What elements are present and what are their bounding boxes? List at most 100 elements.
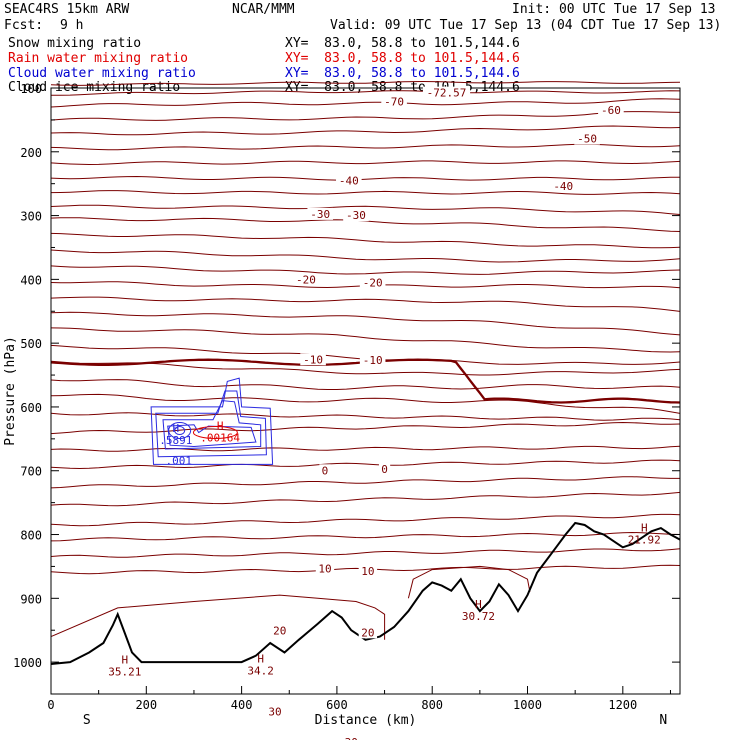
forecast-label: Fcst:: [4, 18, 44, 33]
x-tick-label: 800: [421, 698, 443, 712]
isotherm-label-bg: [422, 86, 471, 99]
isotherm-label-bg: [342, 736, 361, 740]
field-xy-cloud-water: XY= 83.0, 58.8 to 101.5,144.6: [285, 66, 520, 81]
isotherm-line: [50, 125, 681, 136]
field-label-rain: Rain water mixing ratio: [8, 51, 189, 66]
isotherm-line: [50, 379, 681, 390]
isotherm-line-warm: [50, 531, 681, 542]
x-tick-label: 600: [326, 698, 348, 712]
extremum-value: 21.92: [628, 534, 661, 547]
x-end-label-left: S: [83, 713, 91, 728]
extremum-marker: H: [173, 422, 180, 435]
x-end-label-right: N: [659, 713, 667, 728]
isotherm-label: -50: [577, 133, 597, 146]
extremum-value: .00164: [200, 432, 240, 445]
isotherm-label: -60: [601, 104, 621, 117]
x-tick-label: 1000: [513, 698, 542, 712]
isotherm-label: -10: [303, 353, 323, 366]
label-layer: -72.57 -70 -60 -50 -40 -40 -30 -30 -20 -20 -10 -10 0…: [108, 86, 661, 740]
isotherm-label: -40: [339, 175, 359, 188]
isotherm-label-bg: [574, 132, 600, 145]
x-tick-label: 200: [135, 698, 157, 712]
forecast-value: 9 h: [60, 18, 84, 33]
cloud-contour-label: .001: [165, 454, 192, 467]
isotherm-label-bg: [319, 464, 331, 477]
isotherm-label-bg: [598, 103, 624, 116]
field-xy-snow: XY= 83.0, 58.8 to 101.5,144.6: [285, 36, 520, 51]
extremum-marker: H: [475, 598, 482, 611]
terrain-line: [50, 521, 681, 665]
organization: NCAR/MMM: [232, 2, 295, 17]
isotherm-line: [50, 80, 681, 86]
extremum-marker: H: [217, 420, 224, 433]
x-tick-label: 1200: [608, 698, 637, 712]
isotherm-label-bg: [343, 209, 369, 222]
isotherm-label-bg: [265, 705, 285, 718]
isotherm-line-warm: [50, 513, 681, 527]
x-tick-label: 0: [47, 698, 54, 712]
isotherm-label-bg: [359, 353, 386, 366]
isotherm-label-bg: [293, 273, 319, 286]
cloud-water-contour: [150, 377, 274, 465]
y-tick-label: 400: [20, 273, 42, 287]
field-label-cloud-water: Cloud water mixing ratio: [8, 66, 196, 81]
cloud-layer: [150, 377, 274, 465]
y-tick-label: 800: [20, 529, 42, 543]
cloud-water-contour-core: [174, 426, 186, 436]
isotherm-line: [50, 111, 681, 121]
extremum-marker: H: [641, 522, 648, 535]
isotherm-label: 30: [345, 736, 358, 740]
isotherm-line: [50, 360, 681, 376]
isotherm-30-line: [50, 594, 386, 640]
extremum-value: 34.2: [247, 664, 274, 677]
isotherm-line: [50, 296, 681, 312]
isotherm-line-warm: [50, 459, 681, 470]
extremum-value: 30.72: [462, 610, 495, 623]
isotherm-label-bg: [358, 565, 378, 578]
isotherm-valley-line: [407, 565, 531, 599]
y-tick-label: 300: [20, 210, 42, 224]
extremum-value: .5891: [159, 434, 192, 447]
isotherm-label: -70: [384, 96, 404, 109]
isotherm-label-bg: [307, 207, 334, 220]
extremum-value: 35.21: [108, 666, 141, 679]
terrain-layer: [50, 521, 681, 665]
isotherm-label: 20: [273, 624, 286, 637]
isotherm-line-warm: [50, 412, 681, 421]
isotherm-label-bg: [336, 174, 362, 187]
cloud-water-contour: [167, 424, 257, 448]
y-tick-label: 200: [20, 146, 42, 160]
isotherm-label: -30: [310, 208, 330, 221]
isotherm-line: [50, 190, 681, 195]
isotherm-line: [50, 327, 681, 353]
isotherm-label-bg: [378, 463, 391, 476]
isotherm-line-warm: [50, 421, 681, 435]
isotherm-label: 0: [381, 463, 388, 476]
field-label-snow: Snow mixing ratio: [8, 36, 142, 51]
y-tick-label: 600: [20, 401, 42, 415]
field-xy-rain: XY= 83.0, 58.8 to 101.5,144.6: [285, 51, 520, 66]
isotherm-line: [50, 311, 681, 336]
isotherm-line-warm: [50, 476, 680, 489]
y-tick-label: 900: [20, 592, 42, 606]
model-title: SEAC4RS 15km ARW: [4, 2, 130, 17]
isotherm-label-bg: [358, 626, 378, 639]
isotherm-label: -40: [553, 180, 573, 193]
isotherm-line: [51, 90, 681, 96]
isotherm-line-warm: [50, 491, 681, 507]
isotherm-label-bg: [381, 95, 407, 108]
plot-frame: [50, 87, 681, 695]
isotherm-label: 10: [361, 565, 374, 578]
y-tick-label: 500: [20, 337, 42, 351]
isotherm-line-warm: [50, 445, 681, 452]
isotherm-line: [50, 175, 680, 181]
y-tick-label: 1000: [13, 656, 42, 670]
isotherm-line: [50, 232, 681, 249]
isotherm-line: [50, 204, 681, 215]
isotherm-label: -10: [363, 354, 383, 367]
extremum-marker: H: [257, 652, 264, 665]
y-tick-label: 100: [20, 82, 42, 96]
isotherm-line: [50, 160, 681, 166]
isotherm-line-warm: [50, 548, 681, 558]
